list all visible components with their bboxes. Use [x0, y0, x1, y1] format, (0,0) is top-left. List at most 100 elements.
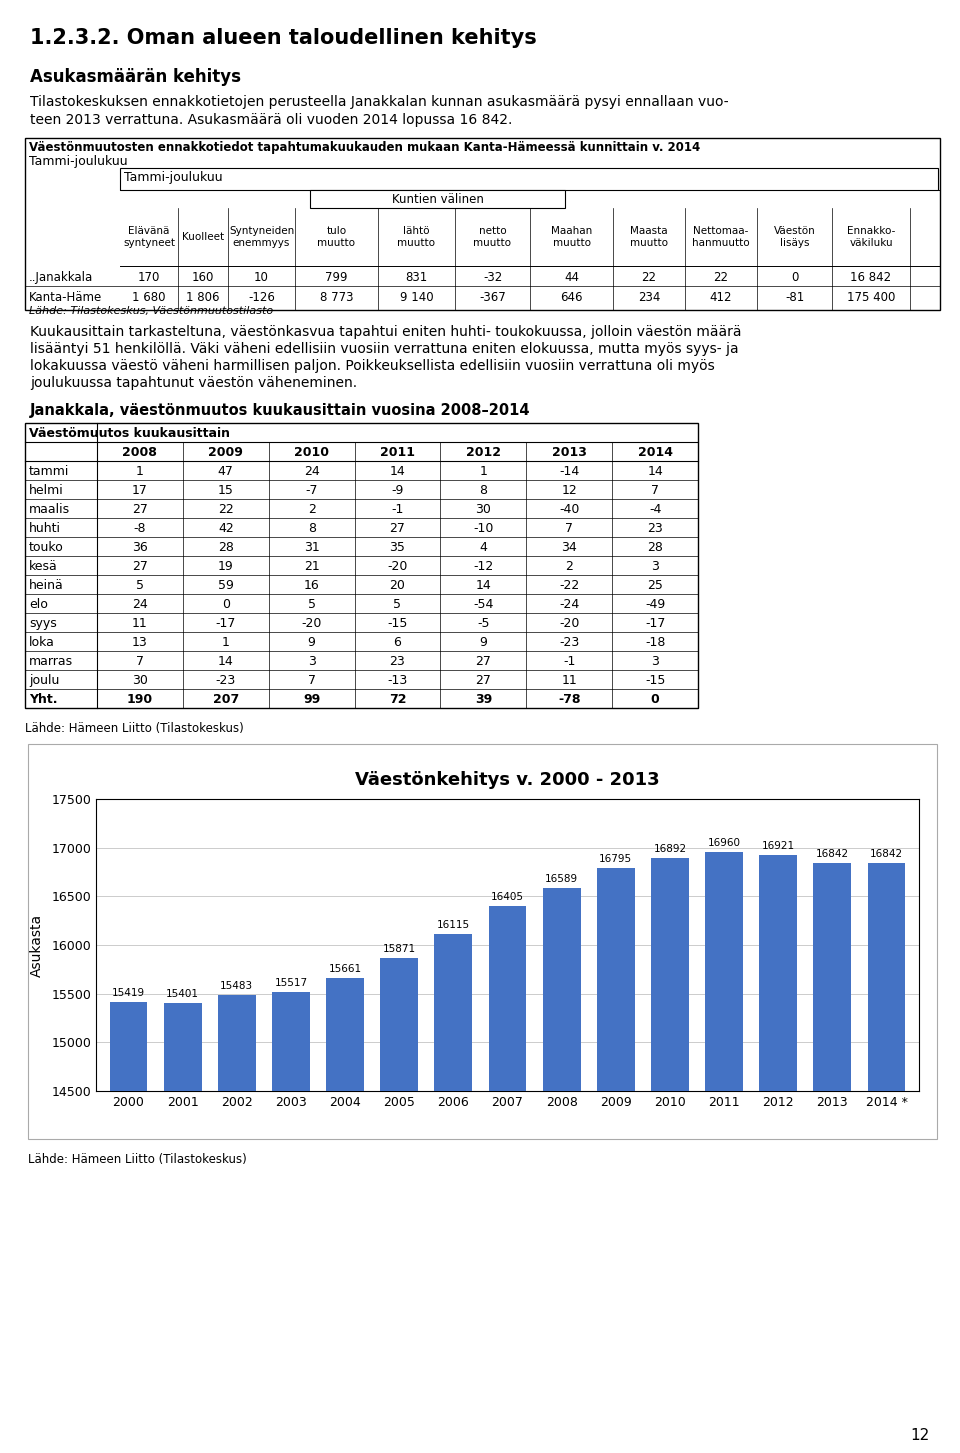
Text: 2008: 2008 [123, 446, 157, 459]
Bar [435, 934, 472, 1453]
Text: 99: 99 [303, 693, 321, 706]
Text: 3: 3 [651, 655, 659, 668]
Text: muutto: muutto [630, 237, 668, 247]
Text: -10: -10 [473, 522, 493, 535]
Text: 12: 12 [911, 1428, 930, 1443]
Text: muutto: muutto [553, 237, 590, 247]
Text: loka: loka [29, 636, 55, 649]
Text: 24: 24 [303, 465, 320, 478]
Text: 1: 1 [222, 636, 229, 649]
Text: helmi: helmi [29, 484, 63, 497]
Text: 207: 207 [213, 693, 239, 706]
Text: 22: 22 [713, 272, 729, 283]
Text: 2: 2 [565, 559, 573, 572]
Text: teen 2013 verrattuna. Asukasmäärä oli vuoden 2014 lopussa 16 842.: teen 2013 verrattuna. Asukasmäärä oli vu… [30, 113, 513, 126]
Text: Väestönmuutosten ennakkotiedot tapahtumakuukauden mukaan Kanta-Hämeessä kunnitta: Väestönmuutosten ennakkotiedot tapahtuma… [29, 141, 700, 154]
Bar [28, 744, 937, 1139]
Text: 412: 412 [709, 291, 732, 304]
Bar [326, 978, 364, 1453]
Text: marras: marras [29, 655, 73, 668]
Text: syntyneet: syntyneet [123, 237, 175, 247]
Text: Kuukausittain tarkasteltuna, väestönkasvua tapahtui eniten huhti- toukokuussa, j: Kuukausittain tarkasteltuna, väestönkasv… [30, 325, 741, 339]
Bar [597, 867, 635, 1453]
Bar [542, 888, 581, 1453]
Text: 7: 7 [136, 655, 144, 668]
Title: Väestönkehitys v. 2000 - 2013: Väestönkehitys v. 2000 - 2013 [355, 772, 660, 789]
Text: 16892: 16892 [654, 844, 686, 854]
Text: 5: 5 [394, 599, 401, 612]
Text: Maasta: Maasta [630, 227, 668, 237]
Text: Maahan: Maahan [551, 227, 592, 237]
Text: 190: 190 [127, 693, 153, 706]
Text: Janakkala, väestönmuutos kuukausittain vuosina 2008–2014: Janakkala, väestönmuutos kuukausittain v… [30, 402, 531, 418]
Text: 9 140: 9 140 [399, 291, 433, 304]
Text: 16 842: 16 842 [851, 272, 892, 283]
Bar [218, 995, 255, 1453]
Text: 0: 0 [791, 272, 798, 283]
Text: -49: -49 [645, 599, 665, 612]
Text: 799: 799 [325, 272, 348, 283]
Text: 72: 72 [389, 693, 406, 706]
Text: Tammi-joulukuu: Tammi-joulukuu [29, 155, 128, 169]
Text: 31: 31 [303, 541, 320, 554]
Text: 15: 15 [218, 484, 233, 497]
Text: Yht.: Yht. [29, 693, 58, 706]
Text: 36: 36 [132, 541, 148, 554]
Text: elo: elo [29, 599, 48, 612]
Text: Kuolleet: Kuolleet [182, 232, 224, 243]
Text: 14: 14 [390, 465, 405, 478]
Text: 3: 3 [308, 655, 316, 668]
Text: 2013: 2013 [552, 446, 587, 459]
Text: 16842: 16842 [870, 849, 903, 859]
Text: -40: -40 [559, 503, 580, 516]
Text: 16: 16 [303, 578, 320, 591]
Y-axis label: Asukasta: Asukasta [31, 914, 44, 976]
Text: 2014: 2014 [637, 446, 673, 459]
Bar [813, 863, 852, 1453]
Text: 27: 27 [390, 522, 405, 535]
Text: 14: 14 [475, 578, 492, 591]
Text: lisääntyi 51 henkilöllä. Väki väheni edellisiin vuosiin verrattuna eniten elokuu: lisääntyi 51 henkilöllä. Väki väheni ede… [30, 341, 738, 356]
Text: 28: 28 [218, 541, 233, 554]
Text: muutto: muutto [397, 237, 436, 247]
Text: Elävänä: Elävänä [129, 227, 170, 237]
Text: 21: 21 [303, 559, 320, 572]
Text: 15517: 15517 [275, 978, 307, 988]
Text: touko: touko [29, 541, 63, 554]
Text: 44: 44 [564, 272, 579, 283]
Text: lähtö: lähtö [403, 227, 430, 237]
Text: tammi: tammi [29, 465, 69, 478]
Text: -23: -23 [216, 674, 236, 687]
Text: -17: -17 [216, 618, 236, 631]
Text: -24: -24 [559, 599, 579, 612]
Text: 7: 7 [307, 674, 316, 687]
Text: 47: 47 [218, 465, 233, 478]
Text: 9: 9 [479, 636, 488, 649]
Text: -4: -4 [649, 503, 661, 516]
Bar [120, 169, 938, 190]
Text: lisäys: lisäys [780, 237, 809, 247]
Text: 6: 6 [394, 636, 401, 649]
Text: lokakuussa väestö väheni harmillisen paljon. Poikkeuksellista edellisiin vuosiin: lokakuussa väestö väheni harmillisen pal… [30, 359, 715, 373]
Text: -126: -126 [248, 291, 275, 304]
Text: 35: 35 [390, 541, 405, 554]
Text: hanmuutto: hanmuutto [692, 237, 750, 247]
Text: 8 773: 8 773 [320, 291, 353, 304]
Text: -17: -17 [645, 618, 665, 631]
Text: 16405: 16405 [491, 892, 524, 902]
Text: Väestön: Väestön [774, 227, 815, 237]
Text: 7: 7 [565, 522, 573, 535]
Text: 30: 30 [132, 674, 148, 687]
Text: 2009: 2009 [208, 446, 243, 459]
Text: joulu: joulu [29, 674, 60, 687]
Text: Lähde: Tilastokeskus, Väestönmuutostilasto: Lähde: Tilastokeskus, Väestönmuutostilas… [29, 307, 274, 315]
Text: 7: 7 [651, 484, 660, 497]
Text: Kanta-Häme: Kanta-Häme [29, 291, 103, 304]
Text: -54: -54 [473, 599, 493, 612]
Text: 646: 646 [561, 291, 583, 304]
Bar [164, 1004, 202, 1453]
Text: 15871: 15871 [383, 943, 416, 953]
Text: 2: 2 [308, 503, 316, 516]
Text: 2010: 2010 [294, 446, 329, 459]
Text: 2011: 2011 [380, 446, 415, 459]
